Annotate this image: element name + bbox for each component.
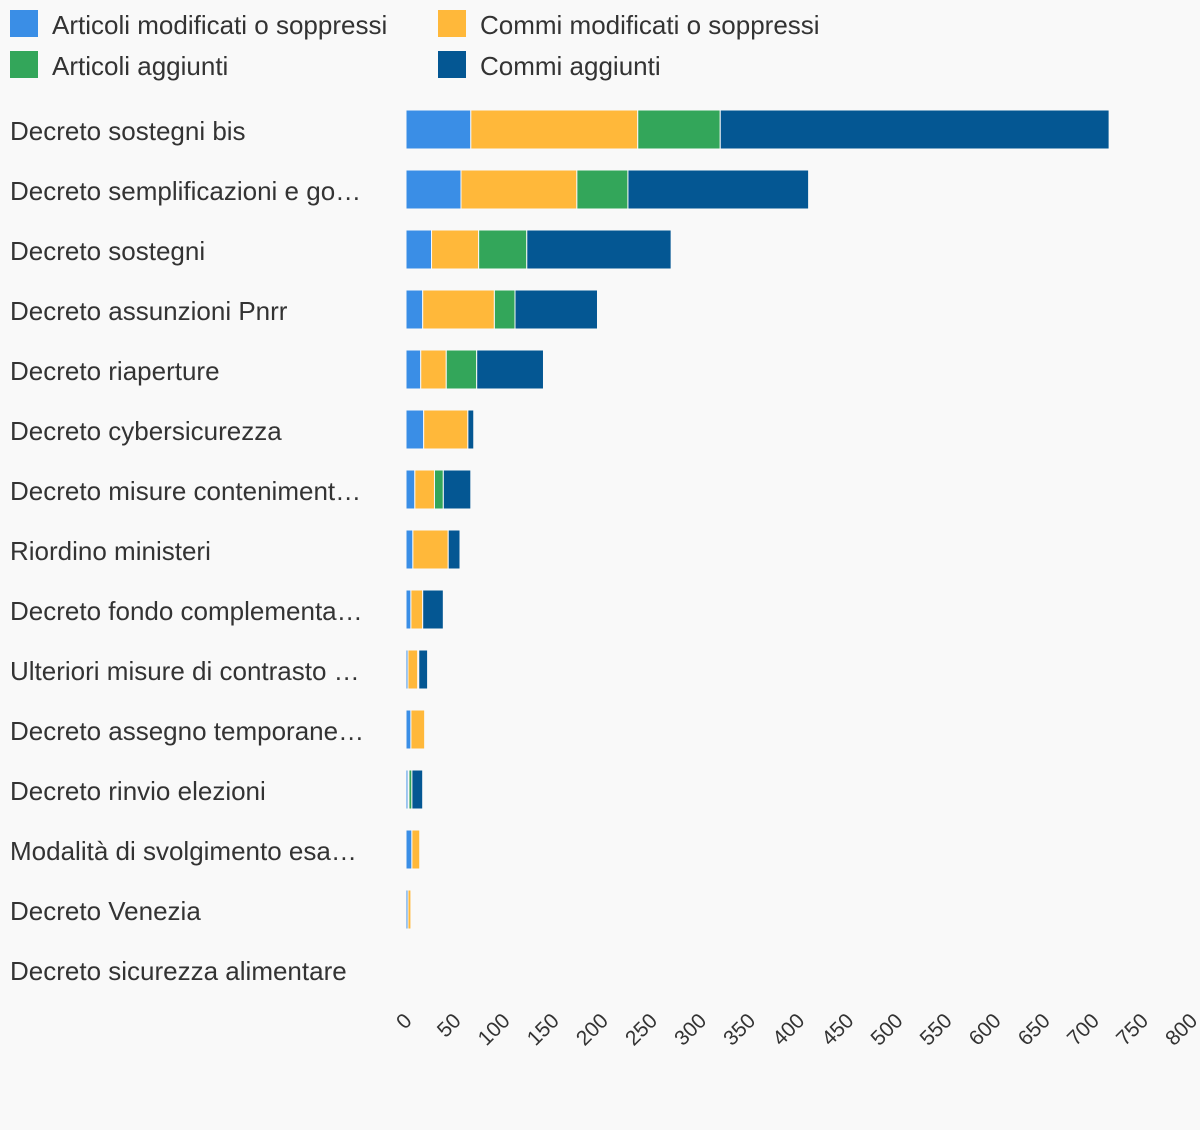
legend-label: Articoli aggiunti xyxy=(52,51,228,81)
category-label: Decreto rinvio elezioni xyxy=(10,776,266,806)
x-tick-label: 500 xyxy=(866,1009,907,1050)
bar-segment xyxy=(423,409,469,450)
category-label: Decreto Venezia xyxy=(10,896,201,926)
category-label: Decreto riaperture xyxy=(10,356,220,386)
bar-segment xyxy=(405,829,413,870)
bar-segment xyxy=(433,469,444,510)
category-label: Ulteriori misure di contrasto … xyxy=(10,656,360,686)
category-labels: Decreto sostegni bis Decreto semplificazi… xyxy=(10,116,364,986)
bar-segment xyxy=(447,529,461,570)
legend-label: Commi modificati o soppressi xyxy=(480,10,820,40)
x-tick-label: 100 xyxy=(474,1009,515,1050)
bar-segment xyxy=(627,169,810,210)
x-tick-label: 0 xyxy=(392,1009,417,1034)
bar-segment xyxy=(442,469,472,510)
category-label: Decreto cybersicurezza xyxy=(10,416,282,446)
category-label: Riordino ministeri xyxy=(10,536,211,566)
bar-segment xyxy=(476,349,544,390)
bar-segment xyxy=(526,229,672,270)
legend-swatch xyxy=(438,51,466,78)
bar-segment xyxy=(478,229,528,270)
bar-segment xyxy=(412,529,449,570)
bar-segment xyxy=(467,409,475,450)
bar-segment xyxy=(418,649,429,690)
bar-segment xyxy=(719,109,1110,150)
x-tick-label: 150 xyxy=(523,1009,564,1050)
category-label: Decreto fondo complementa… xyxy=(10,596,363,626)
bar-segment xyxy=(405,229,433,270)
x-axis-ticks: 0 50 100 150 200 250 300 350 400 450 500 550 600 650 7… xyxy=(392,1009,1200,1050)
legend-label: Commi aggiunti xyxy=(480,51,661,81)
category-label: Decreto semplificazioni e go… xyxy=(10,176,361,206)
category-label: Decreto sostegni bis xyxy=(10,116,246,146)
bar-segment xyxy=(576,169,629,210)
bar-segment xyxy=(405,529,414,570)
bar-segment xyxy=(414,469,435,510)
x-tick-label: 300 xyxy=(670,1009,711,1050)
bar-segment xyxy=(405,589,412,630)
bar-segment xyxy=(514,289,598,330)
x-tick-label: 550 xyxy=(916,1009,957,1050)
bar-segment xyxy=(410,709,426,750)
bar-segment xyxy=(405,289,424,330)
x-tick-label: 350 xyxy=(719,1009,760,1050)
bar-segment xyxy=(405,109,472,150)
bar-segment xyxy=(422,589,444,630)
bar-segment xyxy=(431,229,480,270)
x-tick-label: 450 xyxy=(817,1009,858,1050)
x-tick-label: 400 xyxy=(768,1009,809,1050)
category-label: Decreto sostegni xyxy=(10,236,205,266)
x-tick-label: 600 xyxy=(965,1009,1006,1050)
bar-segment xyxy=(470,109,639,150)
x-tick-label: 200 xyxy=(572,1009,613,1050)
bar-segment xyxy=(411,769,424,810)
x-tick-label: 50 xyxy=(433,1009,466,1042)
category-label: Decreto misure conteniment… xyxy=(10,476,361,506)
bar-segment xyxy=(422,289,495,330)
x-tick-label: 750 xyxy=(1112,1009,1153,1050)
bar-segment xyxy=(405,709,412,750)
bar-segment xyxy=(420,349,447,390)
legend: Articoli modificati o soppressi Commi mod… xyxy=(10,10,820,81)
category-label: Modalità di svolgimento esa… xyxy=(10,836,357,866)
x-tick-label: 700 xyxy=(1063,1009,1104,1050)
legend-label: Articoli modificati o soppressi xyxy=(52,10,387,40)
legend-swatch xyxy=(10,51,38,78)
bar-segment xyxy=(407,949,410,990)
bar-segment xyxy=(493,289,516,330)
bar-segment xyxy=(410,589,424,630)
bar-segment xyxy=(405,349,422,390)
category-label: Decreto assunzioni Pnrr xyxy=(10,296,288,326)
bar-segment xyxy=(405,469,416,510)
category-label: Decreto assegno temporane… xyxy=(10,716,364,746)
x-tick-label: 800 xyxy=(1161,1009,1200,1050)
x-tick-label: 650 xyxy=(1014,1009,1055,1050)
bar-segment xyxy=(445,349,478,390)
x-tick-label: 250 xyxy=(621,1009,662,1050)
bar-segment xyxy=(460,169,578,210)
legend-swatch xyxy=(10,10,38,37)
bar-segment xyxy=(407,649,419,690)
bar-segment xyxy=(405,169,462,210)
bar-segment xyxy=(411,829,421,870)
bar-segment xyxy=(407,889,412,930)
bar-segment xyxy=(637,109,721,150)
bar-segment xyxy=(405,409,425,450)
bars xyxy=(405,109,1110,990)
legend-swatch xyxy=(438,10,466,37)
category-label: Decreto sicurezza alimentare xyxy=(10,956,347,986)
